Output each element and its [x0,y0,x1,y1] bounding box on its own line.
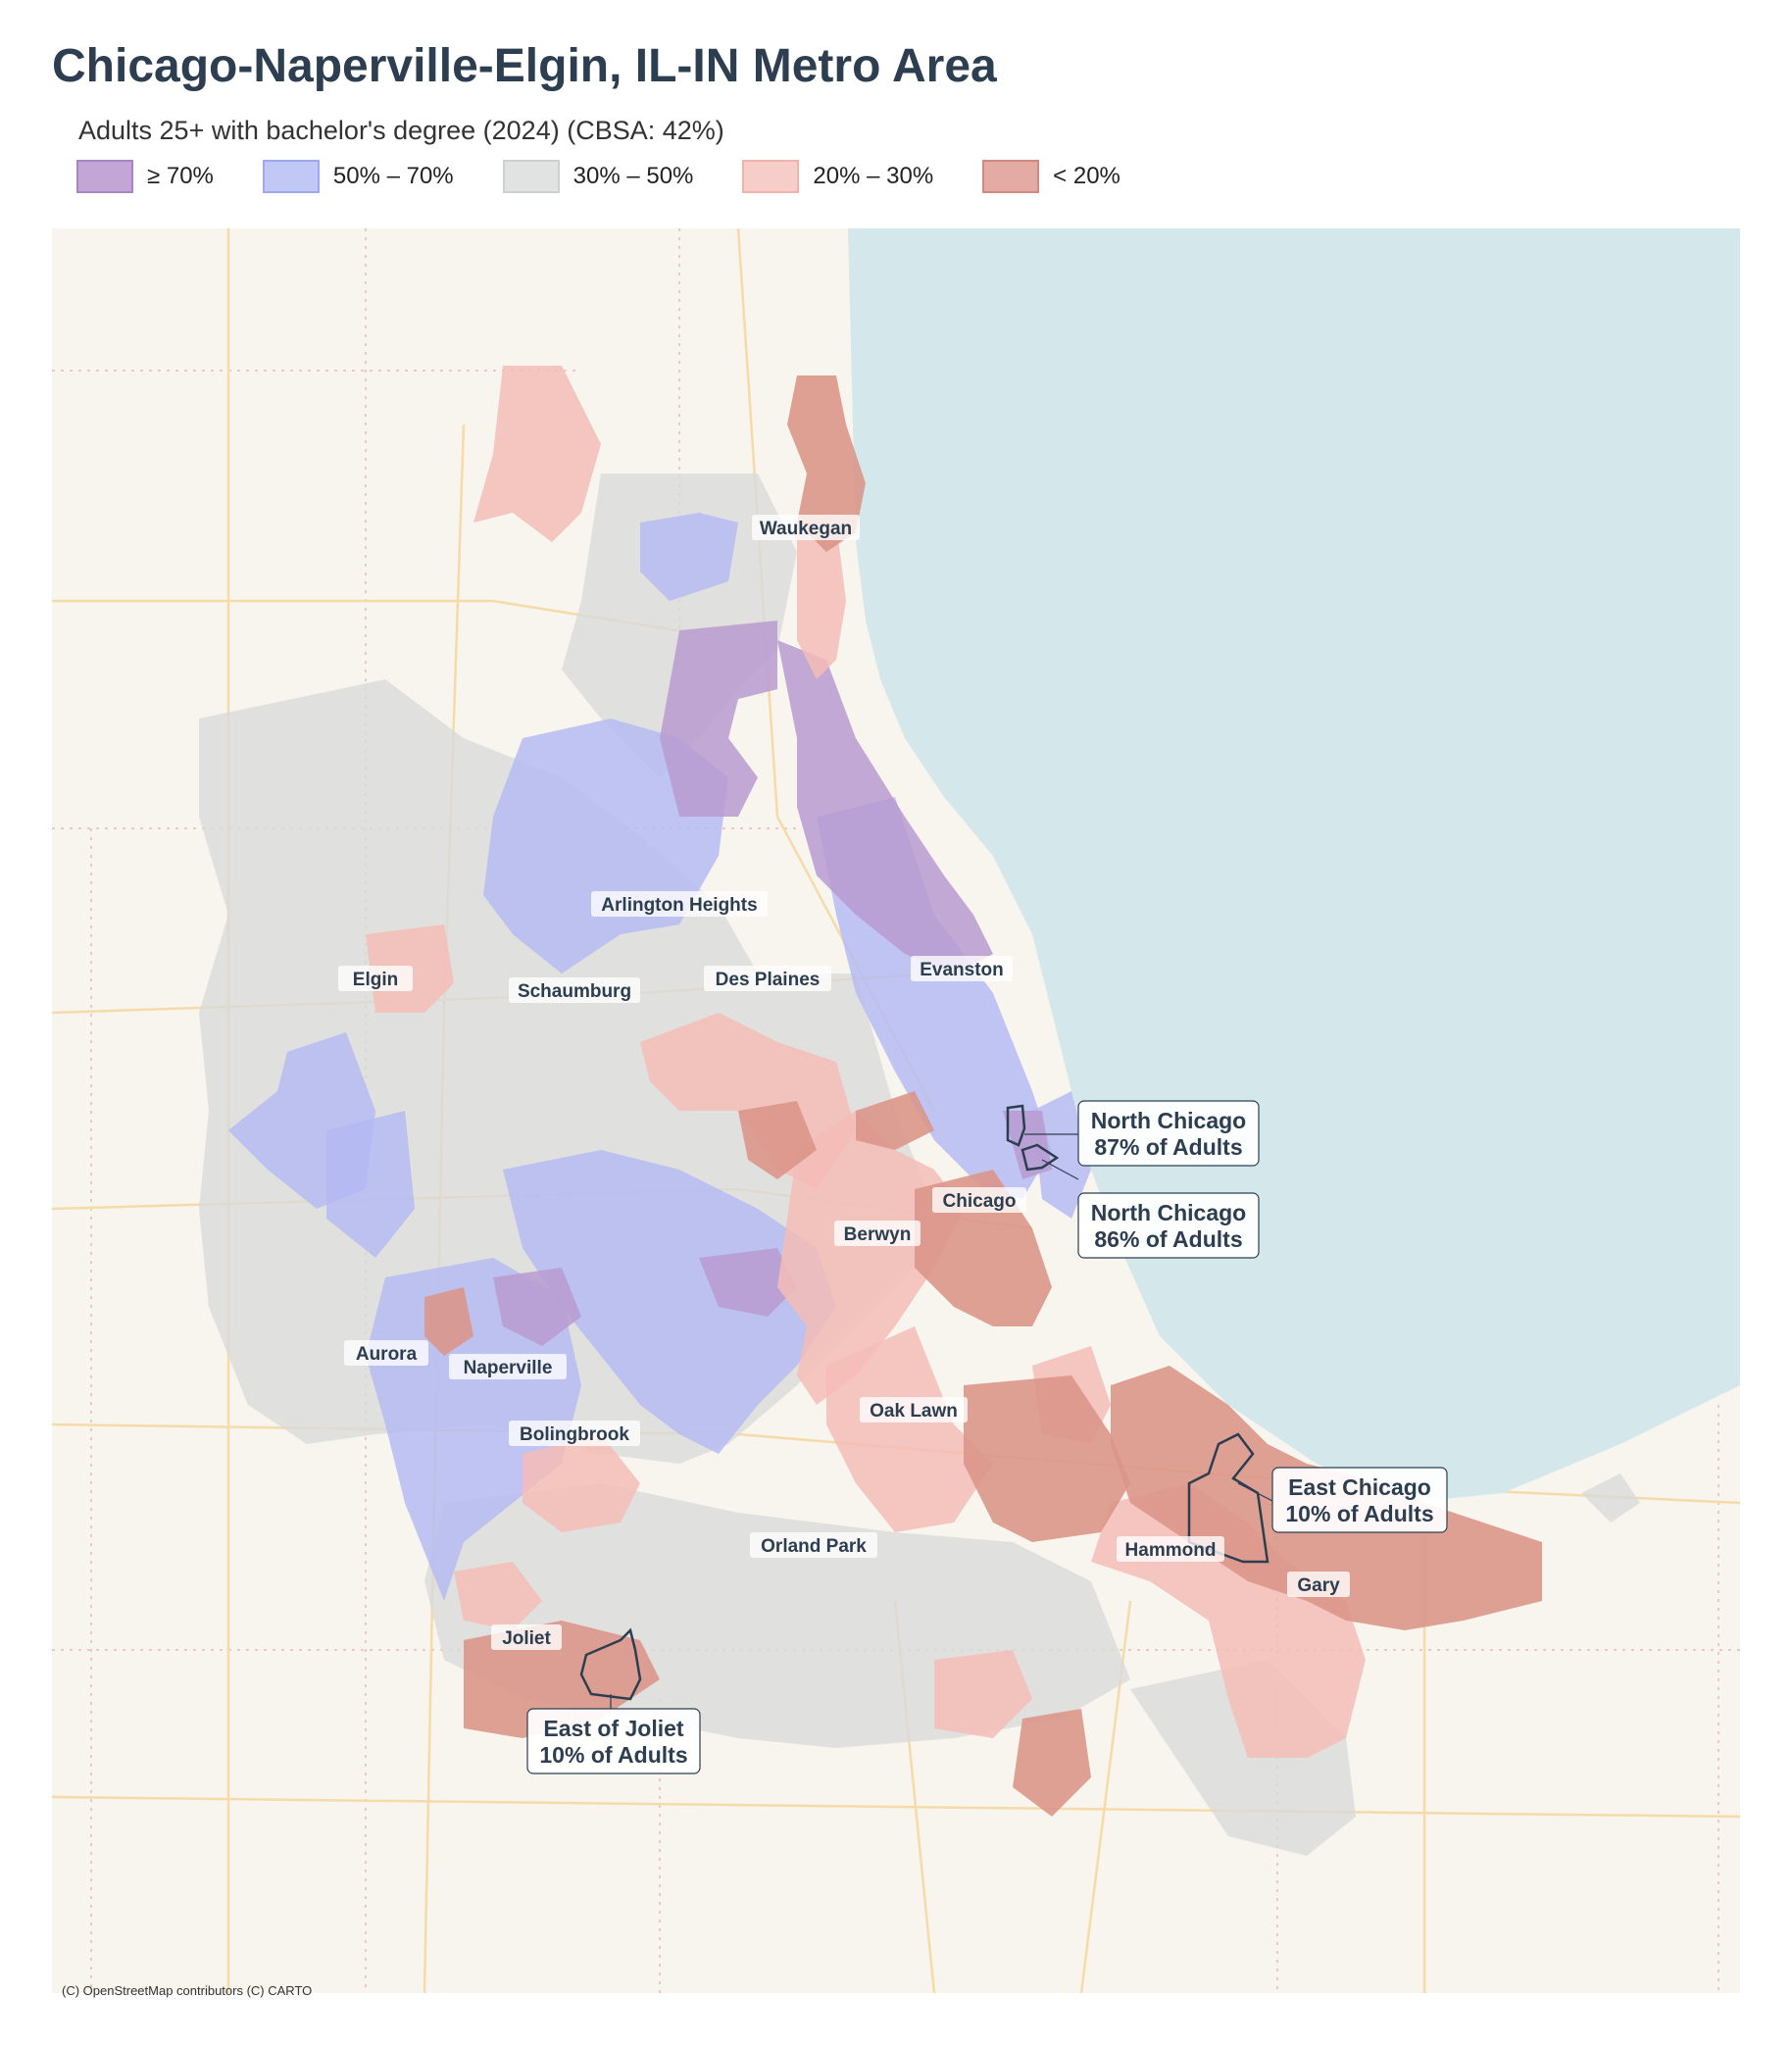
lake-michigan [848,228,1740,1503]
map-subtitle: Adults 25+ with bachelor's degree (2024)… [78,116,724,145]
svg-text:10% of Adults: 10% of Adults [539,1742,687,1768]
svg-text:Hammond: Hammond [1125,1540,1217,1561]
east-of-joliet-outline [579,1627,642,1701]
city-label-arlington-heights: Arlington Heights [591,891,768,917]
city-label-naperville: Naperville [449,1354,567,1379]
svg-text:Joliet: Joliet [502,1628,551,1649]
map-attribution: (C) OpenStreetMap contributors (C) CARTO [62,1983,313,1998]
svg-text:10% of Adults: 10% of Adults [1285,1501,1433,1526]
legend-item-70-plus: ≥ 70% [76,160,214,193]
svg-text:Waukegan: Waukegan [760,519,852,539]
legend-swatch [502,160,560,193]
city-label-hammond: Hammond [1117,1536,1224,1562]
east-chicago-outline [1187,1432,1269,1564]
svg-text:Evanston: Evanston [920,960,1004,980]
svg-text:Berwyn: Berwyn [844,1224,912,1245]
svg-text:North Chicago: North Chicago [1091,1108,1246,1133]
callout-east-chicago: East Chicago 10% of Adults [1237,1467,1448,1533]
svg-text:North Chicago: North Chicago [1091,1200,1246,1225]
svg-text:Elgin: Elgin [353,970,398,990]
city-labels: Waukegan Arlington Heights Elgin Schaumb… [338,515,1350,1650]
city-label-evanston: Evanston [911,956,1013,981]
legend-label: 50% – 70% [332,163,454,189]
callout-north-chicago-86: North Chicago 86% of Adults [1041,1159,1260,1259]
svg-text:East of Joliet: East of Joliet [543,1716,683,1741]
legend-swatch [76,160,133,193]
legend-item-50-70: 50% – 70% [262,160,454,193]
choropleth-map[interactable]: Waukegan Arlington Heights Elgin Schaumb… [52,228,1740,1993]
callouts: North Chicago 87% of Adults North Chicag… [526,1100,1448,1774]
callout-north-chicago-87: North Chicago 87% of Adults [1024,1100,1260,1167]
svg-text:86% of Adults: 86% of Adults [1094,1226,1242,1252]
city-label-des-plaines: Des Plaines [704,966,831,991]
legend-swatch [262,160,320,193]
callout-east-of-joliet: East of Joliet 10% of Adults [526,1694,701,1774]
city-label-gary: Gary [1287,1572,1350,1597]
svg-text:East Chicago: East Chicago [1288,1474,1431,1500]
svg-text:Bolingbrook: Bolingbrook [520,1424,629,1445]
city-label-elgin: Elgin [338,966,413,991]
highlighted-tract-outlines [579,1104,1269,1701]
north-chicago-outline-2 [1020,1143,1060,1172]
city-label-schaumburg: Schaumburg [509,977,640,1003]
svg-text:Arlington Heights: Arlington Heights [601,895,757,916]
city-label-berwyn: Berwyn [834,1221,921,1246]
legend-swatch [742,160,800,193]
svg-text:Chicago: Chicago [943,1191,1017,1212]
city-label-chicago: Chicago [932,1187,1026,1213]
svg-text:Des Plaines: Des Plaines [716,970,821,990]
legend-label: 20% – 30% [813,163,934,189]
legend-item-under-20: < 20% [982,160,1120,193]
city-label-aurora: Aurora [344,1340,428,1366]
north-chicago-outline-1 [1006,1104,1026,1147]
legend-item-20-30: 20% – 30% [742,160,933,193]
svg-text:Naperville: Naperville [464,1358,553,1378]
svg-text:Oak Lawn: Oak Lawn [870,1401,958,1422]
tracts-70-plus[interactable] [493,621,1052,1346]
legend-label: < 20% [1053,163,1120,189]
svg-text:Orland Park: Orland Park [761,1536,867,1557]
map-title: Chicago-Naperville-Elgin, IL-IN Metro Ar… [52,40,997,92]
legend-item-30-50: 30% – 50% [502,160,694,193]
svg-text:Gary: Gary [1297,1575,1340,1596]
city-label-joliet: Joliet [491,1624,562,1650]
city-label-orland-park: Orland Park [750,1532,877,1558]
legend-swatch [982,160,1040,193]
svg-text:87% of Adults: 87% of Adults [1094,1134,1242,1160]
svg-text:Schaumburg: Schaumburg [518,981,631,1002]
legend-label: ≥ 70% [147,163,214,189]
city-label-oak-lawn: Oak Lawn [860,1397,968,1423]
city-label-waukegan: Waukegan [752,515,860,540]
legend-label: 30% – 50% [572,163,694,189]
legend: ≥ 70% 50% – 70% 30% – 50% 20% – 30% < 20… [76,160,1170,193]
svg-text:Aurora: Aurora [356,1344,418,1365]
city-label-bolingbrook: Bolingbrook [509,1421,640,1446]
